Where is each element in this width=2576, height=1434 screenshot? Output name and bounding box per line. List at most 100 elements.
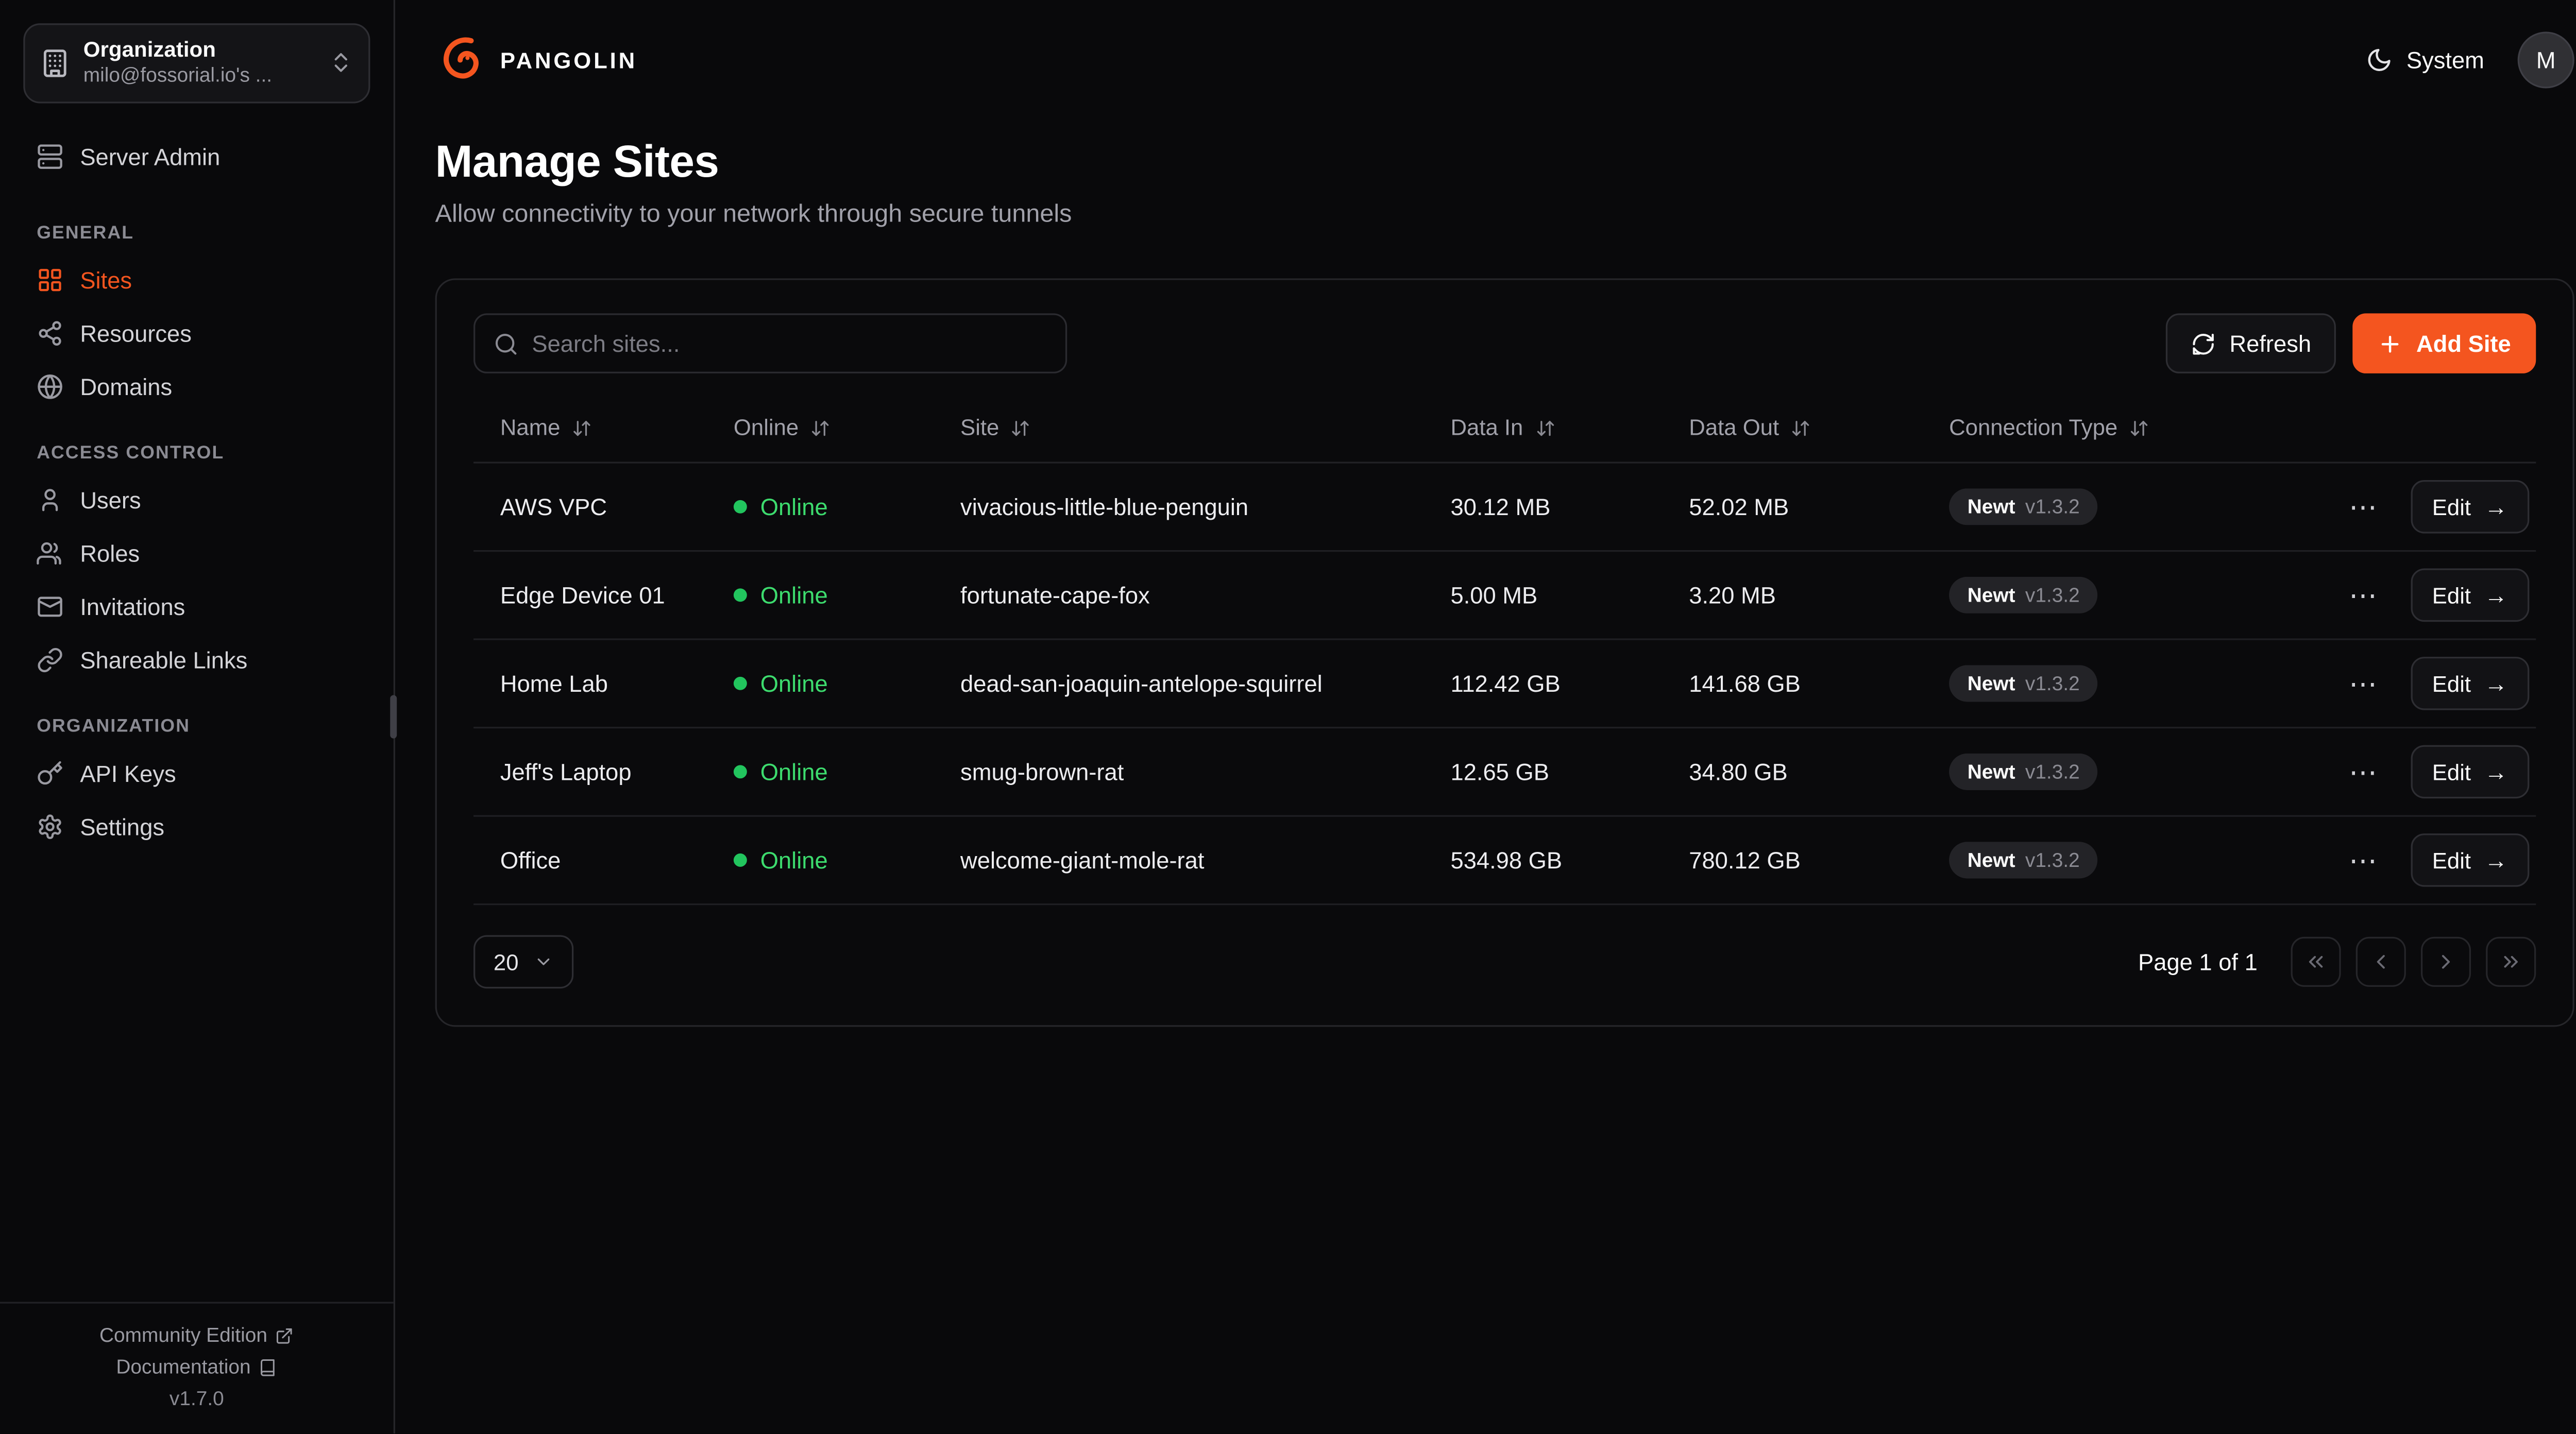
row-menu-button[interactable]: ⋯: [2342, 489, 2384, 524]
pagination: Page 1 of 1: [2138, 936, 2536, 987]
sort-icon: [1791, 418, 1811, 438]
documentation-label: Documentation: [116, 1355, 251, 1379]
sidebar-item-settings[interactable]: Settings: [20, 800, 374, 853]
sort-button-name[interactable]: Name: [487, 403, 605, 453]
edit-button[interactable]: Edit →: [2410, 568, 2530, 622]
sidebar-item-resources[interactable]: Resources: [20, 306, 374, 360]
theme-toggle[interactable]: System: [2366, 47, 2484, 73]
edit-button[interactable]: Edit →: [2410, 745, 2530, 799]
add-site-button[interactable]: Add Site: [2352, 313, 2536, 373]
column-label: Site: [960, 415, 999, 440]
sidebar-item-users[interactable]: Users: [20, 473, 374, 527]
data-in: 112.42 GB: [1450, 670, 1561, 697]
sidebar-item-invitations[interactable]: Invitations: [20, 580, 374, 634]
server-icon: [37, 143, 63, 170]
sidebar-item-label: Sites: [80, 266, 132, 294]
documentation-link[interactable]: Documentation: [116, 1355, 277, 1378]
row-menu-button[interactable]: ⋯: [2342, 666, 2384, 701]
edit-button[interactable]: Edit →: [2410, 657, 2530, 710]
sidebar-item-sites[interactable]: Sites: [20, 253, 374, 306]
edit-label: Edit: [2432, 759, 2471, 784]
connection-name: Newt: [1967, 494, 2015, 518]
mail-icon: [37, 593, 63, 620]
table-row: Office Online welcome-giant-mole-rat 534…: [473, 817, 2536, 906]
sort-icon: [1011, 418, 1031, 438]
plus-icon: [2378, 331, 2403, 356]
add-site-label: Add Site: [2416, 330, 2511, 357]
sort-button-site[interactable]: Site: [947, 403, 1044, 453]
row-actions: ⋯ Edit →: [2273, 745, 2536, 799]
arrow-right-icon: →: [2484, 846, 2508, 874]
chevrons-up-down-icon: [329, 50, 354, 76]
next-page-button[interactable]: [2420, 936, 2471, 987]
connection-version: v1.3.2: [2025, 671, 2080, 695]
column-label: Data Out: [1689, 415, 1780, 440]
row-menu-button[interactable]: ⋯: [2342, 843, 2384, 878]
connection-type: Newt v1.3.2: [1922, 664, 2273, 703]
section-heading-general: GENERAL: [37, 223, 134, 243]
status-dot-icon: [733, 853, 747, 867]
prev-page-button[interactable]: [2355, 936, 2406, 987]
sort-icon: [810, 418, 831, 438]
connection-type: Newt v1.3.2: [1922, 576, 2273, 614]
data-out: 780.12 GB: [1689, 846, 1801, 874]
toolbar-actions: Refresh Add Site: [2166, 313, 2536, 373]
sidebar: Organization milo@fossorial.io's ... Ser…: [0, 0, 397, 1434]
brand: PANGOLIN: [435, 35, 637, 85]
site-slug: welcome-giant-mole-rat: [960, 846, 1205, 874]
online-label: Online: [760, 846, 828, 874]
table-header-row: Name Online Site Data In Data Out Connec…: [473, 394, 2536, 464]
page-subtitle: Allow connectivity to your network throu…: [435, 200, 1072, 229]
arrow-right-icon: →: [2484, 670, 2508, 697]
connection-badge: Newt v1.3.2: [1949, 753, 2098, 791]
share-nodes-icon: [37, 320, 63, 347]
book-icon: [259, 1358, 278, 1376]
data-in: 5.00 MB: [1450, 582, 1538, 609]
avatar[interactable]: M: [2517, 31, 2574, 89]
connection-version: v1.3.2: [2025, 848, 2080, 872]
sidebar-resize-handle[interactable]: [390, 695, 397, 739]
brand-name: PANGOLIN: [500, 47, 638, 73]
last-page-button[interactable]: [2486, 936, 2536, 987]
sidebar-nav: GENERAL Sites Resources Domains ACCES: [0, 183, 394, 853]
edit-button[interactable]: Edit →: [2410, 480, 2530, 534]
sidebar-item-label: Roles: [80, 540, 140, 567]
org-selector[interactable]: Organization milo@fossorial.io's ...: [23, 23, 370, 104]
data-in: 30.12 MB: [1450, 493, 1551, 520]
sidebar-item-label: Settings: [80, 813, 165, 840]
sidebar-item-server-admin[interactable]: Server Admin: [20, 130, 374, 183]
connection-name: Newt: [1967, 671, 2015, 695]
community-edition-link[interactable]: Community Edition: [99, 1324, 294, 1347]
row-menu-button[interactable]: ⋯: [2342, 577, 2384, 612]
sidebar-item-api-keys[interactable]: API Keys: [20, 746, 374, 800]
sort-button-data-out[interactable]: Data Out: [1675, 403, 1824, 453]
search-input[interactable]: [532, 330, 1047, 357]
sidebar-item-shareable-links[interactable]: Shareable Links: [20, 633, 374, 687]
sidebar-item-roles[interactable]: Roles: [20, 526, 374, 580]
search-icon: [494, 331, 519, 356]
row-menu-button[interactable]: ⋯: [2342, 754, 2384, 789]
section-heading-organization: ORGANIZATION: [37, 716, 191, 737]
row-actions: ⋯ Edit →: [2273, 480, 2536, 534]
connection-badge: Newt v1.3.2: [1949, 841, 2098, 879]
data-out: 52.02 MB: [1689, 493, 1789, 520]
refresh-icon: [2191, 331, 2216, 356]
sort-button-data-in[interactable]: Data In: [1437, 403, 1568, 453]
online-status: Online: [707, 670, 934, 697]
sidebar-item-label: Users: [80, 486, 141, 514]
data-in: 12.65 GB: [1450, 758, 1549, 786]
edit-button[interactable]: Edit →: [2410, 833, 2530, 887]
connection-name: Newt: [1967, 760, 2015, 783]
sort-button-online[interactable]: Online: [720, 403, 844, 453]
sidebar-item-domains[interactable]: Domains: [20, 360, 374, 414]
first-page-button[interactable]: [2291, 936, 2341, 987]
page-info: Page 1 of 1: [2138, 948, 2258, 976]
page-size-select[interactable]: 20: [473, 935, 574, 989]
refresh-button[interactable]: Refresh: [2166, 313, 2336, 373]
data-in: 534.98 GB: [1450, 846, 1563, 874]
data-out: 34.80 GB: [1689, 758, 1788, 786]
site-slug: dead-san-joaquin-antelope-squirrel: [960, 670, 1323, 697]
edit-label: Edit: [2432, 671, 2471, 696]
sort-button-connection-type[interactable]: Connection Type: [1936, 403, 2162, 453]
connection-type: Newt v1.3.2: [1922, 753, 2273, 791]
